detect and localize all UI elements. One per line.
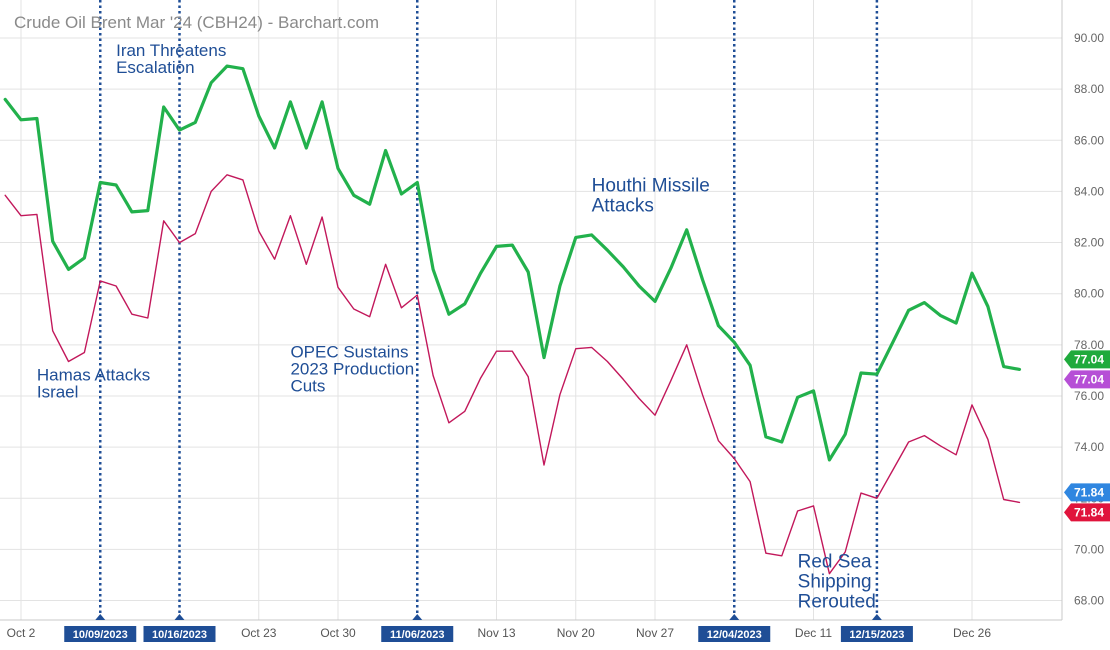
x-tick-label: Nov 27 [636, 626, 674, 640]
price-badge [1064, 370, 1110, 389]
event-date-box [840, 626, 913, 642]
event-date-label: 12/15/2023 [849, 629, 904, 641]
annotation-line: 2023 Production [290, 360, 414, 379]
annotation-line: Houthi Missile [592, 175, 710, 196]
price-badge-label: 71.84 [1074, 485, 1104, 499]
annotation-text: Iran Threatens Escalation [116, 41, 226, 77]
annotation-line: Escalation [116, 58, 194, 77]
event-marker-icon [174, 614, 185, 620]
price-badge-label: 77.04 [1074, 372, 1104, 386]
price-badge-label: 77.04 [1074, 352, 1104, 366]
annotations: Hamas Attacks Israel Iran Threatens Escalat… [37, 41, 876, 612]
annotation-text: Houthi Missile Attacks [592, 175, 710, 216]
annotation-line: Red Sea [798, 551, 872, 572]
annotation-text: OPEC Sustains 2023 Production Cuts [290, 343, 414, 396]
x-tick-label: Dec 11 [795, 626, 832, 640]
x-tick-label: Nov 13 [477, 626, 515, 640]
series-line-red [4, 174, 1021, 575]
event-date-box [143, 626, 216, 642]
y-tick-label: 86.00 [1074, 133, 1104, 147]
annotation-line: Attacks [592, 195, 654, 216]
x-tick-label: Oct 2 [7, 626, 36, 640]
event-marker-icon [871, 614, 882, 620]
annotation-line: OPEC Sustains [290, 343, 408, 362]
price-badge-label: 71.84 [1074, 505, 1104, 519]
y-tick-label: 70.00 [1074, 542, 1104, 556]
annotation-line: Israel [37, 383, 79, 402]
gridlines [0, 0, 1062, 620]
y-tick-label: 78.00 [1074, 338, 1104, 352]
event-date-label: 12/04/2023 [707, 629, 762, 641]
event-date-box [381, 626, 454, 642]
y-tick-label: 74.00 [1074, 440, 1104, 454]
annotation-line: Cuts [290, 377, 325, 396]
event-date-label: 10/16/2023 [152, 629, 207, 641]
event-date-label: 10/09/2023 [73, 629, 128, 641]
y-tick-label: 82.00 [1074, 236, 1104, 250]
series-lines [3, 64, 1022, 575]
x-tick-label: Dec 26 [953, 626, 991, 640]
price-badge [1064, 483, 1110, 502]
x-tick-label: Nov 20 [557, 626, 595, 640]
event-marker-icon [412, 614, 423, 620]
event-date-box [698, 626, 771, 642]
price-badge [1064, 503, 1110, 522]
y-tick-label: 88.00 [1074, 82, 1104, 96]
annotation-line: Rerouted [798, 591, 876, 612]
x-tick-label: Oct 23 [241, 626, 277, 640]
x-tick-label: Oct 30 [320, 626, 356, 640]
y-tick-label: 68.00 [1074, 594, 1104, 608]
annotation-text: Red Sea Shipping Rerouted [798, 551, 876, 612]
event-date-label: 11/06/2023 [390, 629, 444, 641]
price-badges: 77.04 77.04 71.84 71.84 [1064, 350, 1110, 522]
event-marker-icon [729, 614, 740, 620]
y-tick-label: 90.00 [1074, 31, 1104, 45]
event-marker-icon [95, 614, 106, 620]
series-line-green [3, 64, 1022, 462]
annotation-line: Hamas Attacks [37, 366, 150, 385]
axes: 68.0070.0072.0074.0076.0078.0080.0082.00… [0, 0, 1104, 640]
event-markers: 10/09/2023 10/16/2023 11/06/2023 12/04/2023… [64, 0, 913, 642]
annotation-line: Shipping [798, 571, 872, 592]
y-tick-label: 80.00 [1074, 287, 1104, 301]
y-tick-label: 84.00 [1074, 184, 1104, 198]
price-badge [1064, 350, 1110, 369]
annotation-line: Iran Threatens [116, 41, 226, 60]
annotation-text: Hamas Attacks Israel [37, 366, 150, 402]
chart-title: Crude Oil Brent Mar '24 (CBH24) - Barcha… [14, 13, 379, 32]
y-tick-label: 76.00 [1074, 389, 1104, 403]
event-date-box [64, 626, 137, 642]
